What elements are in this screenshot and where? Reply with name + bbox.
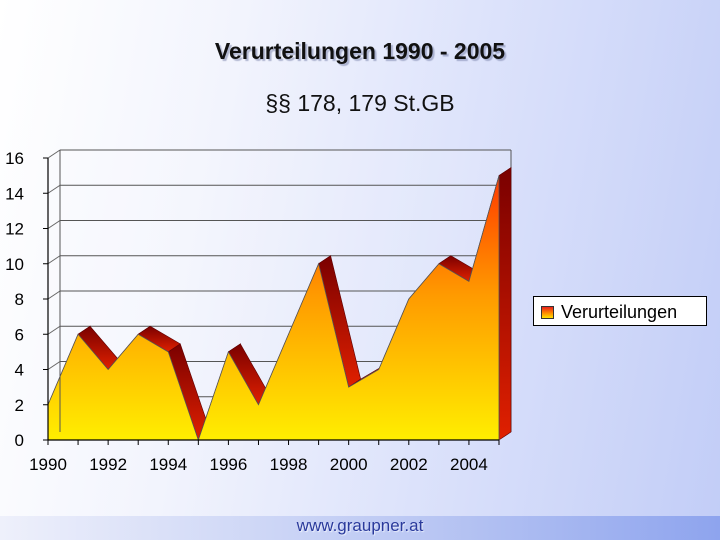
- gridline-side-10: [47, 255, 61, 265]
- x-tick-label: 1992: [89, 455, 127, 474]
- x-tick-label: 1996: [209, 455, 247, 474]
- gridline-side-14: [47, 184, 61, 194]
- gridline-side-6: [47, 325, 61, 335]
- axes: [43, 150, 500, 445]
- y-tick-label: 10: [5, 255, 24, 274]
- y-tick-label: 6: [15, 325, 24, 344]
- chart-subtitle: §§ 178, 179 St.GB: [265, 90, 455, 116]
- y-tick-label: 2: [15, 396, 24, 415]
- footer-url: www.graupner.at: [296, 516, 424, 535]
- x-tick-label: 2000: [330, 455, 368, 474]
- y-tick-labels: 0 2 4 6 8 10 12 14 16: [5, 149, 24, 450]
- gridline-side-16: [47, 149, 61, 159]
- series-area-layer: [47, 166, 512, 442]
- x-tick-label: 2004: [450, 455, 488, 474]
- series-area-verurteilungen: [47, 175, 500, 442]
- gridline-side-4: [47, 361, 61, 370]
- y-tick-label: 12: [5, 220, 24, 239]
- x-tick-label: 1998: [270, 455, 308, 474]
- gridline-side-8: [47, 290, 61, 300]
- gridline-side-12: [47, 220, 61, 229]
- x-tick-label: 1990: [29, 455, 67, 474]
- legend: Verurteilungen: [533, 296, 707, 326]
- footer-bar: [0, 516, 720, 540]
- chart-title: Verurteilungen 1990 - 2005: [214, 38, 506, 64]
- x-tick-label: 2002: [390, 455, 428, 474]
- x-tick-label: 1994: [149, 455, 187, 474]
- area-end-face: [498, 167, 512, 441]
- legend-swatch: [541, 306, 554, 319]
- y-tick-label: 14: [5, 184, 24, 203]
- y-tick-label: 0: [15, 431, 24, 450]
- x-tick-labels: 1990 1992 1994 1996 1998 2000 2002 2004: [29, 455, 488, 474]
- y-tick-label: 8: [15, 290, 24, 309]
- y-tick-label: 4: [15, 361, 24, 380]
- legend-label: Verurteilungen: [561, 302, 678, 322]
- y-tick-label: 16: [5, 149, 24, 168]
